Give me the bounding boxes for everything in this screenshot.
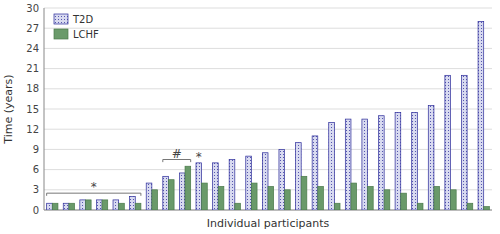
annotation: # (172, 147, 182, 161)
y-tick-label: 12 (26, 124, 39, 135)
annotation: * (91, 180, 97, 194)
bar (179, 173, 185, 210)
bar (384, 190, 390, 210)
bar (368, 186, 374, 210)
bar (428, 106, 434, 210)
bar (301, 176, 307, 210)
bar (318, 186, 324, 210)
y-ticks: 0 3 6 9 12 15 18 21 24 27 30 (26, 3, 39, 216)
bar (96, 200, 102, 210)
bars (47, 21, 490, 210)
bar (246, 156, 252, 210)
legend-label: T2D (72, 14, 93, 25)
bar (130, 197, 136, 210)
y-tick-label: 18 (26, 83, 39, 94)
bar (401, 193, 407, 210)
y-tick-label: 30 (26, 3, 39, 14)
bar (285, 190, 291, 210)
bar (168, 180, 174, 210)
bar (163, 176, 169, 210)
chart: 0 3 6 9 12 15 18 21 24 27 30 * # * Individual particip… (0, 0, 500, 234)
y-tick-label: 6 (33, 164, 39, 175)
annotation: * (196, 150, 202, 164)
legend-swatch (54, 29, 68, 39)
bar (296, 143, 302, 210)
bar (478, 21, 484, 210)
bar (235, 203, 241, 210)
x-axis-label: Individual participants (207, 217, 330, 230)
y-tick-label: 9 (33, 144, 39, 155)
legend: T2D LCHF (54, 14, 99, 40)
bar (52, 203, 58, 210)
bar (417, 203, 423, 210)
bar (362, 119, 368, 210)
grid-line (44, 68, 492, 69)
bar (334, 203, 340, 210)
y-axis (44, 8, 45, 210)
bar (251, 183, 257, 210)
y-axis-label: Time (years) (2, 74, 15, 144)
bar (379, 116, 385, 210)
bar (80, 200, 86, 210)
y-tick-label: 15 (26, 104, 39, 115)
bar (395, 112, 401, 210)
grid-line (44, 129, 492, 130)
bar (229, 160, 235, 211)
bar (279, 149, 285, 210)
y-tick-label: 0 (33, 205, 39, 216)
grid-line (44, 48, 492, 49)
bar (185, 166, 191, 210)
bar (445, 75, 451, 210)
legend-label: LCHF (73, 29, 99, 40)
bar (113, 200, 119, 210)
bar (63, 203, 69, 210)
annotations: * # * (47, 147, 202, 196)
bar (85, 200, 91, 210)
bar (351, 183, 357, 210)
grid-line (44, 109, 492, 110)
bar (262, 153, 268, 210)
bar (434, 186, 440, 210)
bar (329, 122, 335, 210)
bar (268, 186, 274, 210)
bar (213, 163, 219, 210)
bar (484, 207, 490, 210)
bar (451, 190, 457, 210)
bar (119, 203, 125, 210)
bar (102, 200, 108, 210)
bar (135, 203, 141, 210)
bar (312, 136, 318, 210)
y-tick-label: 27 (26, 23, 39, 34)
bar (69, 203, 75, 210)
grid-line (44, 149, 492, 150)
grid-line (44, 8, 492, 9)
bar (152, 190, 158, 210)
y-tick-label: 21 (26, 63, 39, 74)
bar (146, 183, 152, 210)
bar (47, 203, 53, 210)
bar (345, 119, 351, 210)
grid (44, 8, 492, 210)
legend-swatch (54, 14, 68, 24)
grid-line (44, 88, 492, 89)
bar (461, 75, 467, 210)
bar (467, 203, 473, 210)
y-tick-label: 24 (26, 43, 39, 54)
grid-line (44, 28, 492, 29)
y-tick-label: 3 (33, 184, 39, 195)
bar (202, 183, 208, 210)
bar (412, 112, 418, 210)
bar (218, 186, 224, 210)
bar (196, 163, 202, 210)
